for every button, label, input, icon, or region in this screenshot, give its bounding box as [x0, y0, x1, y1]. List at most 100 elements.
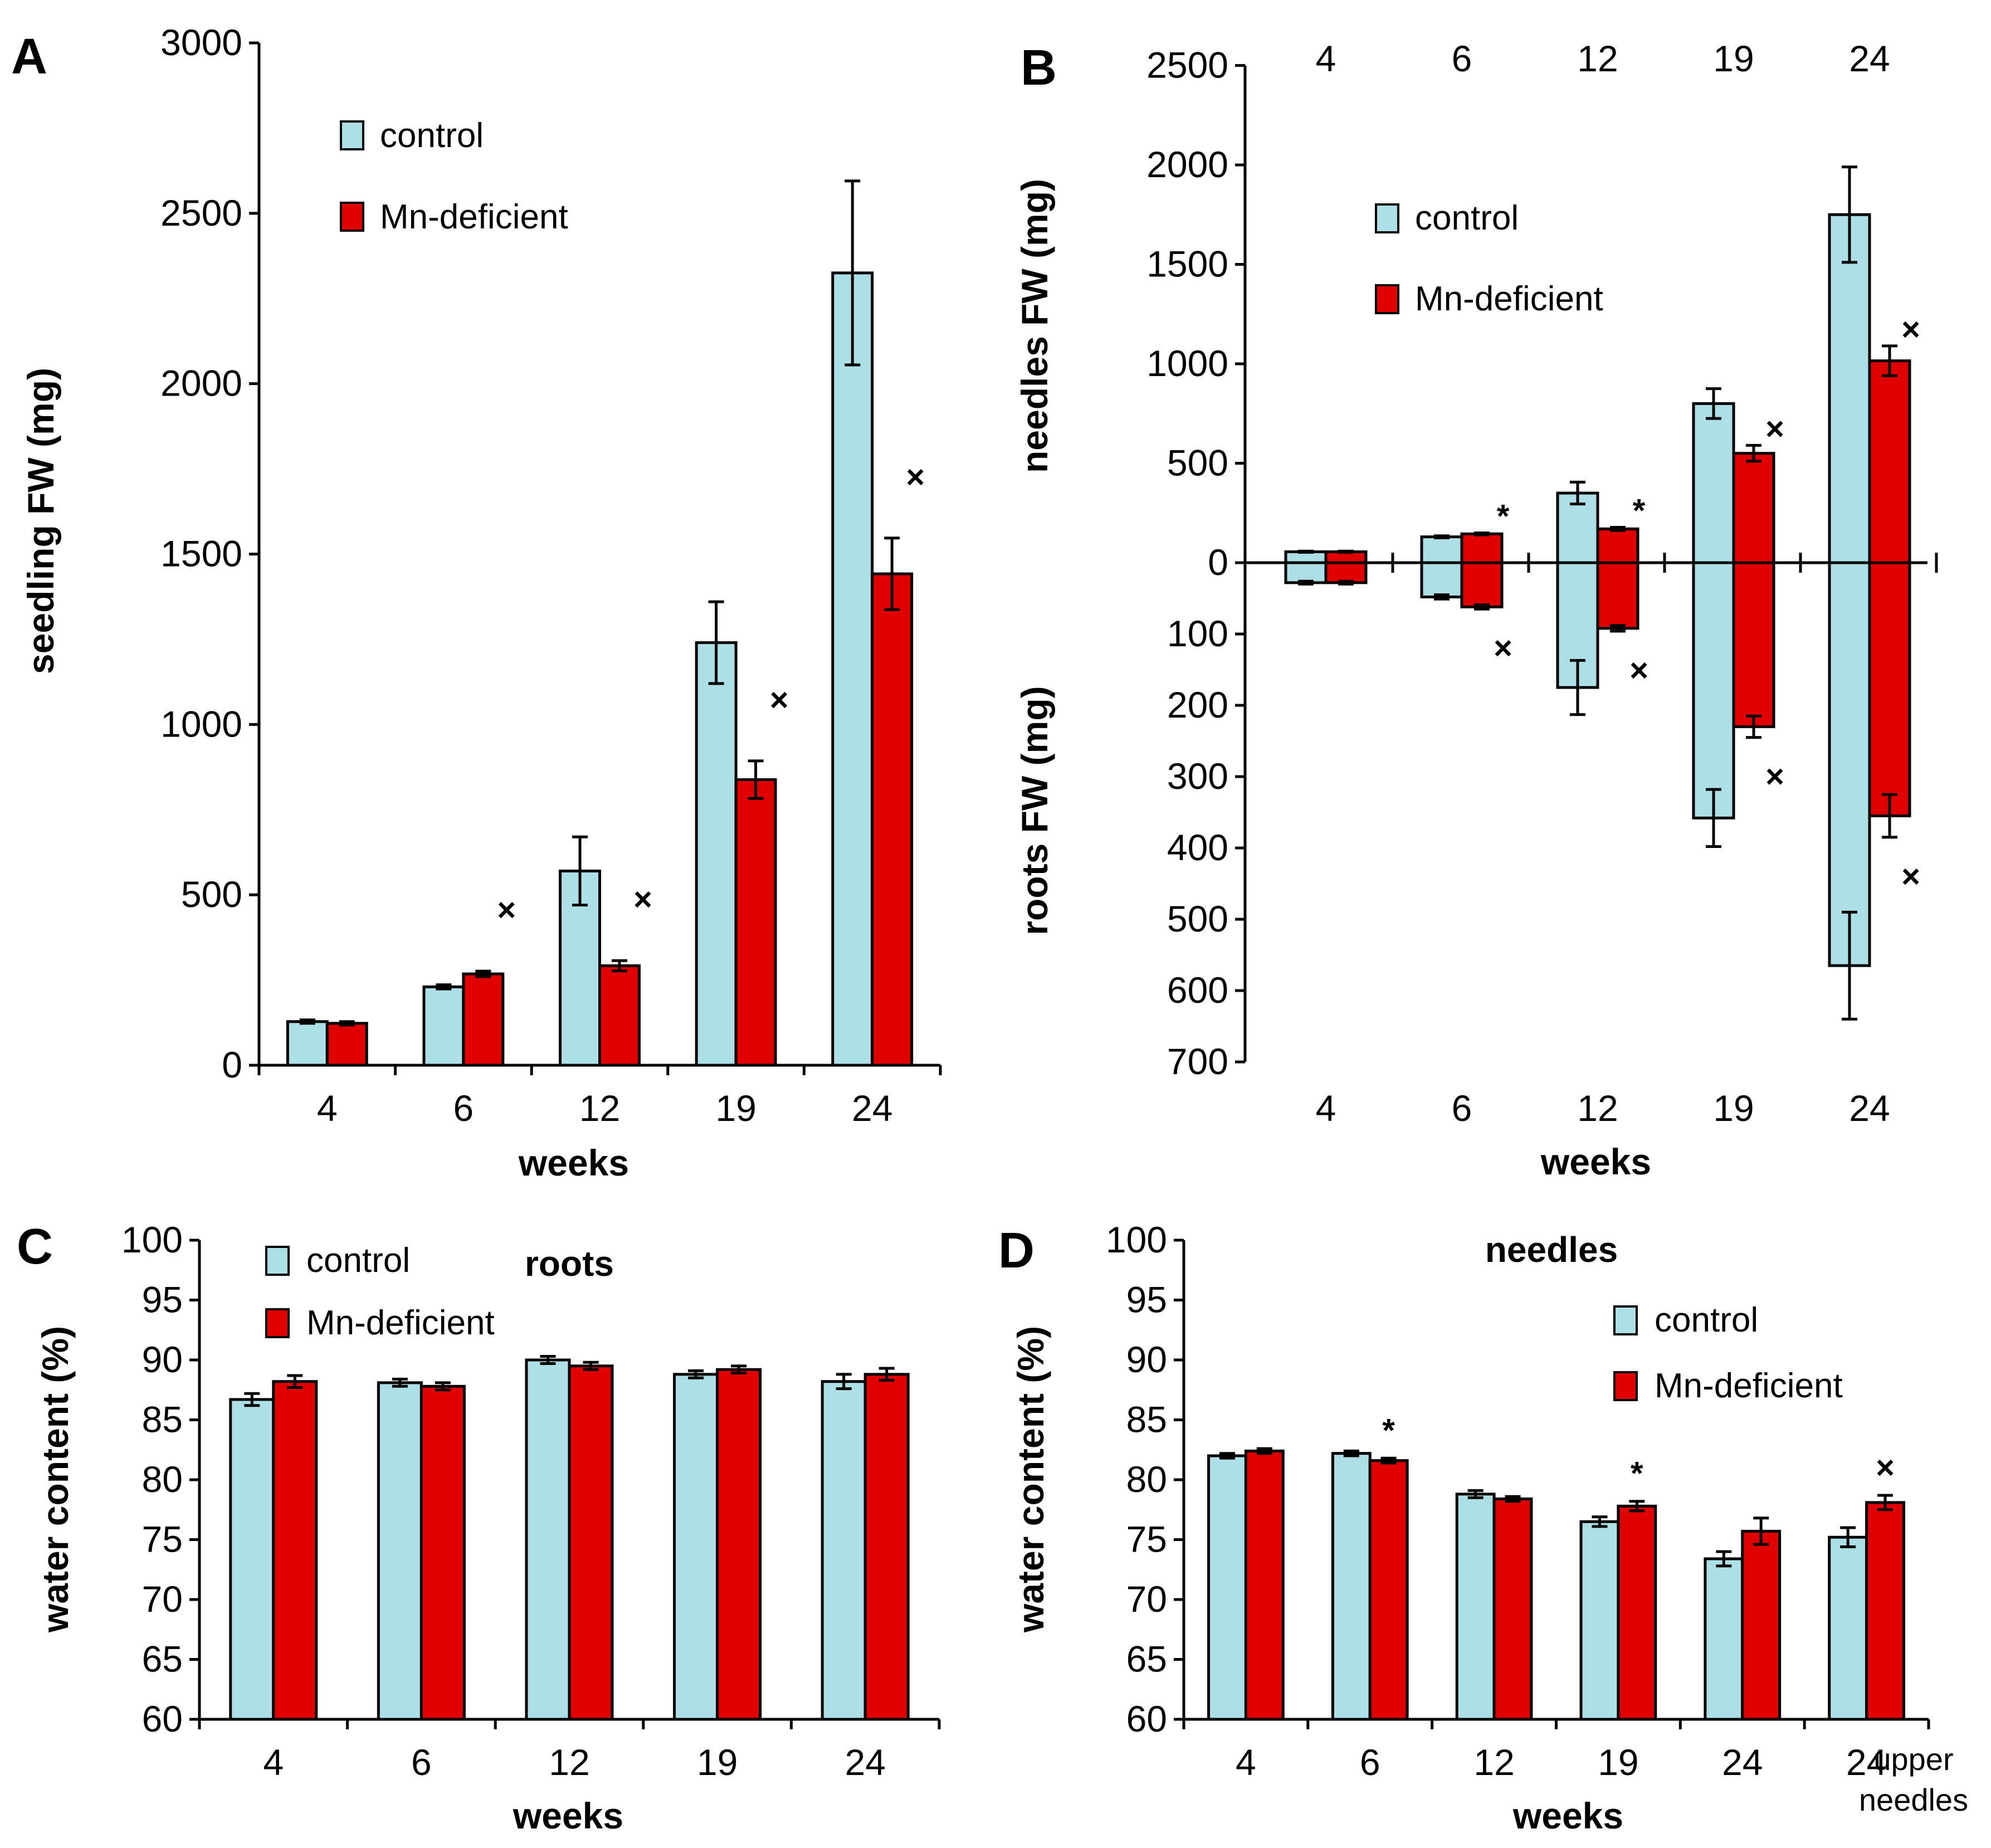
panel-b-errorbar-roots-control-3 — [1706, 788, 1721, 848]
panel-b-bars: * * × × × × × × — [1284, 165, 1920, 1021]
legend-label-control: control — [380, 116, 484, 155]
panel-b-significance-needles-3: × — [1901, 311, 1920, 348]
panel-c: C 60 65 70 75 80 85 90 95 100 4 6 12 19 24 water cont… — [17, 1219, 941, 1836]
panel-d-legend: control Mn-deficient — [1613, 1301, 1843, 1405]
panel-a-y-tick-label-1000: 1000 — [160, 703, 242, 744]
panel-b-bar-needles-mn-deficient-19 — [1732, 452, 1775, 564]
panel-c-errorbar-control-3 — [688, 1369, 704, 1379]
panel-b-significance-needles-2: × — [1765, 411, 1784, 447]
panel-c-errorbar-control-4 — [836, 1373, 852, 1391]
panel-c-bars — [229, 1355, 910, 1721]
panel-a-x-tick-label-2: 12 — [579, 1088, 620, 1129]
panel-c-y-tick-label-80: 80 — [142, 1459, 183, 1500]
panel-d-errorbar-control-4 — [1716, 1550, 1732, 1568]
panel-a-errorbar-control-2 — [572, 835, 588, 907]
panel-b-errorbar-needles-mn-deficient-2 — [1610, 525, 1626, 532]
panel-c-y-tick-label-100: 100 — [121, 1219, 183, 1260]
panel-b-bar-roots-mn-deficient-24 — [1868, 561, 1911, 817]
panel-a-significance-mark-3: × — [906, 459, 925, 495]
panel-c-bar-control-19 — [673, 1373, 719, 1721]
panel-b-x-tick-label-bottom-0: 4 — [1316, 1088, 1336, 1129]
panel-a-x-tick-label-4: 24 — [852, 1088, 892, 1129]
panel-d-errorbar-control-5 — [1840, 1526, 1856, 1548]
panel-b-errorbar-roots-mn-deficient-2 — [1610, 624, 1626, 633]
panel-b-y-tick-label-roots-600: 600 — [1167, 969, 1228, 1011]
panel-d-upper-needles-label-line1: upper — [1873, 1742, 1953, 1777]
panel-c-y-tick-label-75: 75 — [142, 1519, 183, 1560]
panel-c-bar-control-24 — [821, 1380, 867, 1721]
panel-c-y-tick-label-90: 90 — [142, 1339, 183, 1380]
panel-d-title: needles — [1485, 1230, 1618, 1270]
panel-d-x-tick-label-1: 6 — [1360, 1742, 1380, 1783]
panel-b-bar-roots-mn-deficient-12 — [1596, 561, 1639, 630]
panel-d-bars: * * × — [1207, 1412, 1905, 1721]
panel-d-errorbar-control-1 — [1343, 1449, 1359, 1457]
panel-a-y-tick-label-0: 0 — [222, 1044, 242, 1085]
panel-b-bar-roots-mn-deficient-6 — [1460, 561, 1504, 608]
panel-c-y-tick-label-95: 95 — [142, 1279, 183, 1320]
panel-c-letter: C — [17, 1219, 53, 1275]
legend-swatch-control — [1613, 1305, 1638, 1335]
panel-a-bar-mn-deficient-6 — [462, 972, 505, 1067]
panel-b-bar-needles-mn-deficient-6 — [1460, 532, 1504, 564]
panel-c-errorbar-mn-deficient-4 — [879, 1367, 895, 1382]
panel-b-errorbar-needles-control-2 — [1570, 480, 1585, 506]
panel-d-bar-control-4-0 — [1207, 1454, 1247, 1721]
panel-d-bar-mn-deficient-12-2 — [1492, 1497, 1533, 1721]
panel-a-y-tick-label-3000: 3000 — [160, 22, 242, 63]
panel-a-bar-mn-deficient-12 — [598, 964, 641, 1067]
panel-b-bar-roots-control-4 — [1284, 561, 1328, 584]
legend-label-control: control — [1415, 199, 1519, 237]
panel-b-y-tick-label-needles-0: 0 — [1208, 542, 1228, 583]
panel-b-bar-roots-control-12 — [1556, 561, 1599, 689]
panel-b-significance-roots-2: × — [1765, 759, 1784, 795]
panel-a-bar-mn-deficient-24 — [871, 572, 914, 1067]
legend-swatch-mn-deficient — [340, 202, 364, 232]
panel-b-x-tick-label-bottom-3: 19 — [1713, 1088, 1754, 1129]
panel-b-bar-needles-mn-deficient-24 — [1868, 359, 1911, 564]
panel-b-errorbar-roots-mn-deficient-1 — [1474, 603, 1490, 611]
panel-a-legend: control Mn-deficient — [340, 116, 568, 236]
panel-b-y-tick-label-needles-2500: 2500 — [1146, 45, 1228, 86]
panel-b-x-tick-label-top-3: 19 — [1713, 38, 1754, 79]
panel-d-bar-control-12-2 — [1455, 1493, 1496, 1721]
panel-c-bar-mn-deficient-4 — [272, 1380, 318, 1721]
panel-d-x-tick-label-2: 12 — [1473, 1742, 1514, 1783]
panel-c-bar-control-12 — [525, 1358, 571, 1721]
panel-a-significance-mark-0: × — [497, 892, 516, 928]
panel-a-significance-mark-1: × — [633, 881, 652, 918]
panel-d-bar-mn-deficient-24-4 — [1741, 1529, 1782, 1721]
panel-c-errorbar-mn-deficient-1 — [435, 1381, 451, 1392]
panel-c-axes: 60 65 70 75 80 85 90 95 100 4 6 12 19 24 — [121, 1219, 941, 1783]
panel-b-bar-needles-control-24 — [1828, 213, 1871, 564]
panel-a-y-tick-label-1500: 1500 — [160, 533, 242, 574]
panel-c-bar-mn-deficient-12 — [568, 1364, 614, 1721]
panel-d-errorbar-mn-deficient-4 — [1753, 1517, 1769, 1546]
panel-b-errorbar-needles-control-3 — [1706, 387, 1721, 420]
panel-d-axes: 60 65 70 75 80 85 90 95 100 4 6 12 19 24 24 — [1106, 1219, 1930, 1783]
panel-c-errorbar-control-0 — [244, 1392, 260, 1407]
panel-a-x-tick-label-0: 4 — [317, 1088, 338, 1129]
panel-b-bar-needles-control-19 — [1692, 402, 1735, 564]
panel-b-errorbar-roots-control-4 — [1842, 910, 1857, 1021]
panel-d-y-tick-label-95: 95 — [1126, 1279, 1167, 1320]
legend-label-control: control — [1655, 1301, 1758, 1339]
panel-b-significance-roots-3: × — [1901, 859, 1920, 895]
panel-d-errorbar-control-2 — [1467, 1489, 1484, 1499]
panel-a-y-tick-label-2000: 2000 — [160, 363, 242, 404]
panel-d-errorbar-mn-deficient-3 — [1629, 1500, 1645, 1513]
panel-d-errorbar-mn-deficient-1 — [1380, 1456, 1397, 1465]
panel-a-bar-control-24 — [831, 271, 874, 1067]
panel-d-x-tick-label-5: 24 — [1846, 1742, 1887, 1783]
panel-c-legend: control Mn-deficient — [265, 1241, 495, 1342]
panel-d-y-tick-label-60: 60 — [1126, 1698, 1167, 1739]
panel-d-y-tick-label-65: 65 — [1126, 1639, 1167, 1680]
panel-b-bar-needles-mn-deficient-12 — [1596, 527, 1639, 564]
panel-a-bar-mn-deficient-19 — [734, 778, 777, 1067]
panel-c-y-tick-label-70: 70 — [142, 1578, 183, 1620]
panel-b-y-axis-title-needles: needles FW (mg) — [1014, 179, 1055, 473]
panel-b-bar-roots-mn-deficient-19 — [1732, 561, 1775, 728]
panel-b-y-tick-label-roots-200: 200 — [1167, 684, 1228, 725]
legend-label-mn-deficient: Mn-deficient — [1415, 280, 1603, 318]
panel-d-significance-mark-0: * — [1382, 1412, 1395, 1449]
